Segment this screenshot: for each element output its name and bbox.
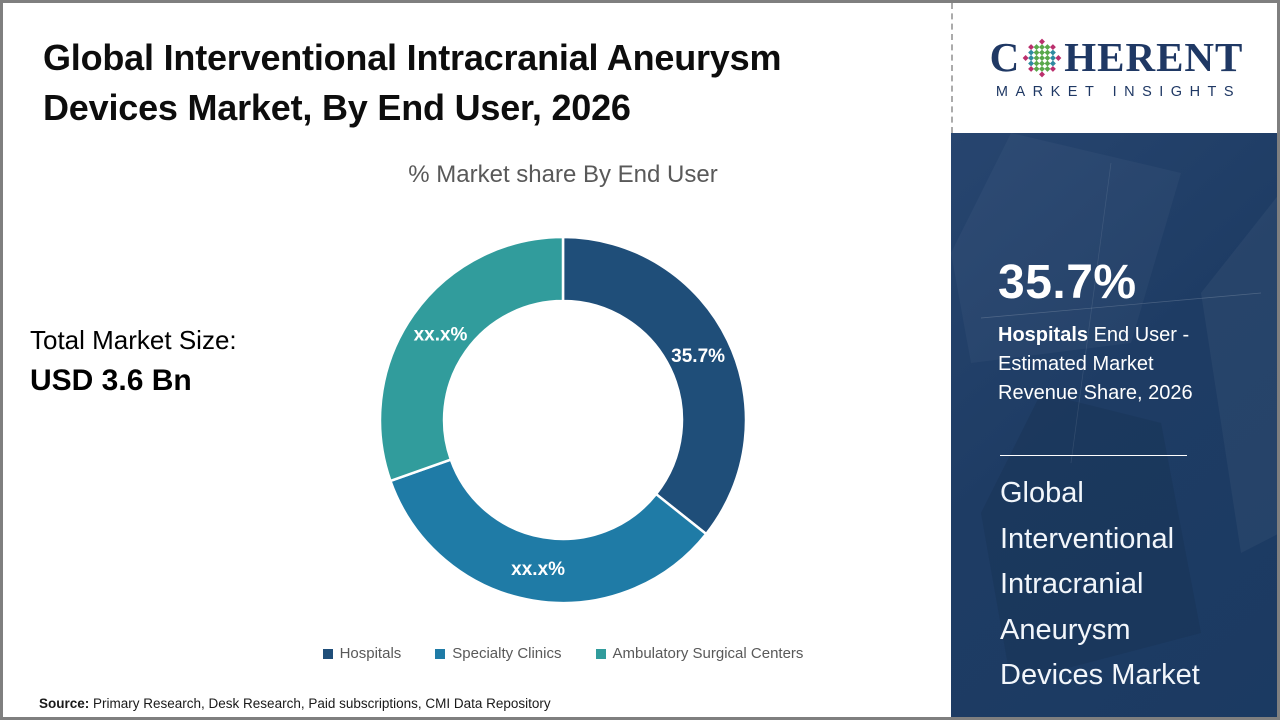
- legend-swatch: [595, 648, 606, 659]
- total-market-size-value: USD 3.6 Bn: [30, 364, 192, 397]
- legend-item-ambulatory-surgical-centers: Ambulatory Surgical Centers: [595, 645, 804, 662]
- page-title: Global Interventional Intracranial Aneur…: [43, 33, 923, 133]
- source-note: Source: Primary Research, Desk Research,…: [39, 696, 551, 711]
- source-label: Source:: [39, 696, 90, 711]
- total-market-size: Total Market Size: USD 3.6 Bn: [30, 325, 237, 398]
- donut-segment-ambulatory-surgical-centers: [378, 235, 565, 483]
- donut-chart: 35.7% xx.x% xx.x%: [378, 235, 748, 605]
- legend-label: Specialty Clinics: [452, 645, 562, 662]
- market-name-line: Interventional: [1000, 522, 1175, 555]
- panel-divider: [1000, 455, 1187, 456]
- donut-label: xx.x%: [511, 559, 565, 580]
- sidebar-panel: 35.7% Hospitals End User - Estimated Mar…: [951, 133, 1277, 717]
- page-title-line-2: Devices Market, By End User, 2026: [43, 87, 631, 128]
- coherent-globe-icon: [1022, 38, 1062, 78]
- logo-tagline: MARKET INSIGHTS: [995, 84, 1242, 100]
- stat-description-rest: End User - Estimated Market Revenue Shar…: [998, 324, 1193, 404]
- chart-legend: Hospitals Specialty Clinics Ambulatory Sur…: [153, 645, 973, 662]
- total-market-size-label: Total Market Size:: [30, 325, 237, 355]
- logo-text-start: C: [989, 33, 1021, 80]
- legend-item-specialty-clinics: Specialty Clinics: [435, 645, 562, 662]
- page-title-line-1: Global Interventional Intracranial Aneur…: [43, 37, 782, 78]
- legend-label: Hospitals: [339, 645, 402, 662]
- legend-swatch: [435, 648, 446, 659]
- legend-swatch: [322, 648, 333, 659]
- legend-label: Ambulatory Surgical Centers: [612, 645, 804, 662]
- map-texture-decoration: [980, 162, 1277, 683]
- market-name-line: Aneurysm: [1000, 613, 1131, 646]
- stat-value: 35.7%: [998, 256, 1137, 309]
- market-name-line: Devices Market: [1000, 659, 1200, 691]
- source-text: Primary Research, Desk Research, Paid su…: [89, 696, 551, 711]
- sidebar-market-name: Global Interventional Intracranial Aneur…: [1000, 471, 1240, 699]
- donut-segment-specialty-clinics: [388, 457, 708, 605]
- stat-description-bold: Hospitals: [998, 324, 1089, 346]
- coherent-logo-area: C HERENT MARKET INSIGHTS: [951, 3, 1277, 133]
- donut-label: xx.x%: [414, 324, 468, 345]
- donut-label: 35.7%: [671, 346, 725, 367]
- coherent-logo: C HERENT: [990, 36, 1244, 78]
- market-name-line: Intracranial: [1000, 568, 1144, 600]
- logo-text-end: HERENT: [1064, 33, 1244, 80]
- donut-segment-hospitals: [561, 235, 748, 536]
- stat-description: Hospitals End User - Estimated Market Re…: [998, 321, 1226, 408]
- market-name-line: Global: [1000, 477, 1084, 509]
- chart-subtitle: % Market share By End User: [408, 161, 718, 188]
- legend-item-hospitals: Hospitals: [322, 645, 402, 662]
